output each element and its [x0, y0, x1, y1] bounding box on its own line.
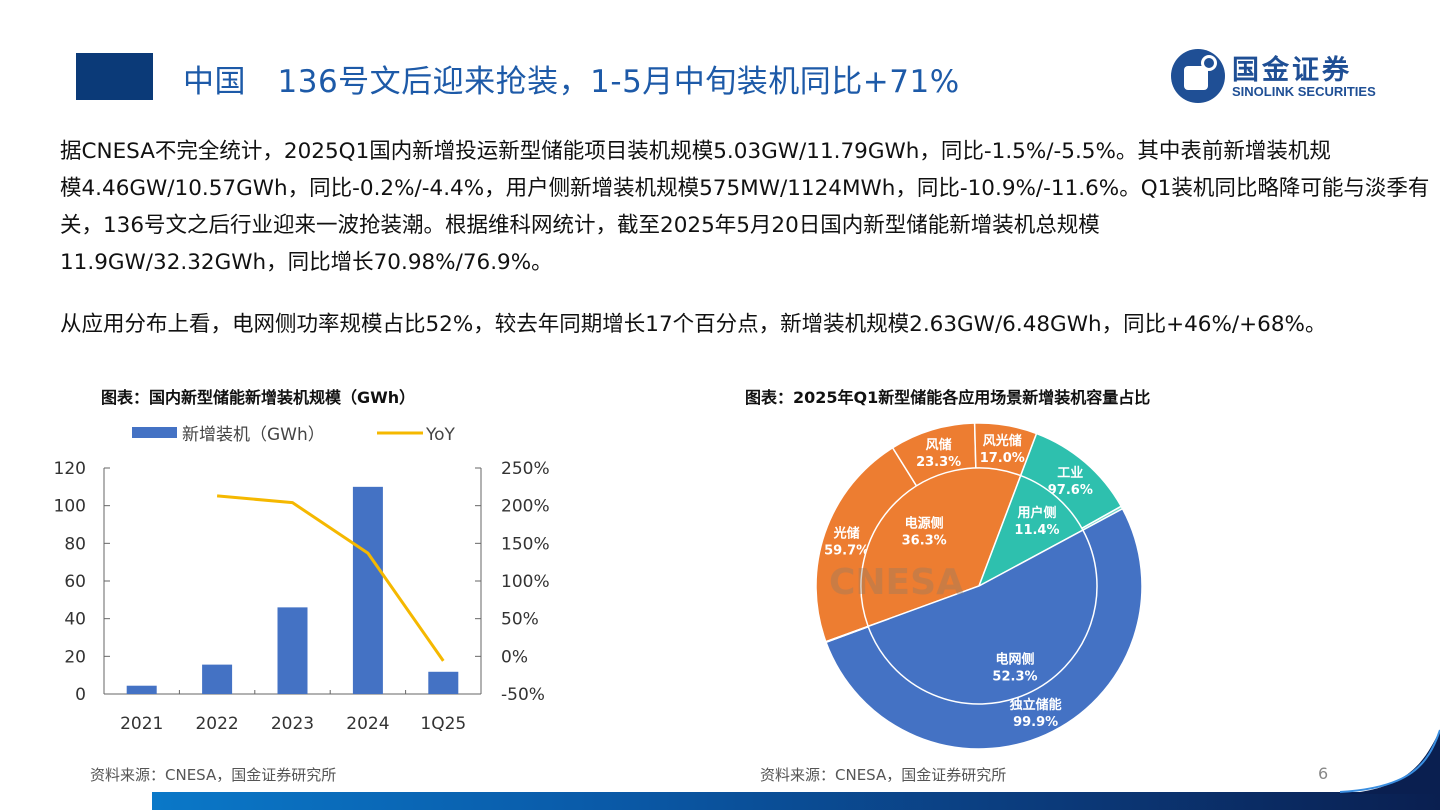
left-tick-label: 100 [54, 497, 86, 517]
legend-bar-label: 新增装机（GWh） [182, 425, 325, 445]
bar-chart: 新增装机（GWh） YoY 0 20 40 60 80 100 120 -50% 0% 50% 100%… [54, 425, 550, 734]
outer-slice-value: 97.6% [1048, 483, 1093, 498]
source-note-left: 资料来源：CNESA，国金证券研究所 [90, 766, 337, 784]
bar [352, 486, 383, 694]
yoy-line [216, 494, 445, 662]
inner-slice-name: 电源侧 [905, 516, 944, 532]
inner-slice-value: 11.4% [1014, 523, 1059, 538]
outer-slice-value: 17.0% [980, 451, 1025, 466]
paragraph-line: 关，136号文之后行业迎来一波抢装潮。根据维科网统计，截至2025年5月20日国… [60, 213, 1100, 238]
paragraph-line: 据CNESA不完全统计，2025Q1国内新增投运新型储能项目装机规模5.03GW… [60, 139, 1331, 164]
legend-line-label: YoY [425, 425, 456, 445]
bar-chart-title: 图表：国内新型储能新增装机规模（GWh） [101, 388, 416, 407]
right-tick-label: 100% [501, 572, 550, 592]
right-tick-label: 0% [501, 647, 528, 667]
sinolink-logo: 国金证券 SINOLINK SECURITIES [1170, 46, 1410, 106]
pie-chart-title: 图表：2025年Q1新型储能各应用场景新增装机容量占比 [745, 388, 1151, 407]
outer-slice-value: 23.3% [916, 455, 961, 470]
left-tick-label: 60 [64, 572, 86, 592]
x-tick-label: 1Q25 [420, 714, 466, 734]
page-number: 6 [1318, 764, 1329, 783]
source-note-right: 资料来源：CNESA，国金证券研究所 [760, 766, 1007, 784]
legend-bar-swatch [132, 427, 177, 438]
pie-chart: 光储 59.7% 风储 23.3% 风光储 17.0% 工业 97.6% 独立储能 99.9% CN… [815, 422, 1143, 750]
inner-slice [860, 467, 1022, 628]
inner-slice-name: 用户侧 [1016, 505, 1056, 521]
right-tick-label: 150% [501, 534, 550, 554]
outer-slice-value: 99.9% [1013, 715, 1058, 730]
right-tick-label: -50% [501, 685, 545, 705]
x-tick-label: 2021 [120, 714, 163, 734]
right-tick-label: 250% [501, 459, 550, 479]
outer-slice-name: 风储 [926, 437, 952, 453]
outer-slice-value: 59.7% [824, 543, 869, 558]
inner-slice-value: 36.3% [902, 534, 947, 549]
left-tick-label: 20 [64, 647, 86, 667]
bar [202, 664, 233, 694]
corner-decoration [1340, 729, 1440, 794]
inner-slice-name: 电网侧 [995, 651, 1034, 667]
outer-slice-name: 独立储能 [1010, 697, 1062, 713]
left-tick-label: 80 [64, 534, 86, 554]
logo-text-cn: 国金证券 [1232, 55, 1352, 86]
x-tick-label: 2023 [271, 714, 314, 734]
logo-mark-icon [1171, 49, 1225, 103]
left-tick-label: 0 [75, 685, 86, 705]
outer-slice-name: 工业 [1057, 465, 1083, 481]
x-tick-label: 2024 [346, 714, 389, 734]
bar [277, 607, 308, 694]
title-accent-block [76, 53, 153, 100]
outer-slice-name: 风光储 [983, 433, 1022, 449]
logo-text-en: SINOLINK SECURITIES [1232, 84, 1376, 99]
left-tick-label: 120 [54, 459, 86, 479]
footer-bar [152, 792, 1440, 810]
outer-slice-name: 光储 [833, 525, 860, 541]
x-tick-label: 2022 [195, 714, 238, 734]
inner-slice [977, 474, 1084, 588]
paragraph-1: 据CNESA不完全统计，2025Q1国内新增投运新型储能项目装机规模5.03GW… [60, 133, 1429, 281]
cnesa-watermark: CNESA [829, 562, 964, 603]
inner-slice [867, 529, 1098, 705]
bar [428, 671, 459, 694]
paragraph-line: 11.9GW/32.32GWh，同比增长70.98%/76.9%。 [60, 250, 553, 275]
paragraph-line: 模4.46GW/10.57GWh，同比-0.2%/-4.4%，用户侧新增装机规模… [60, 176, 1430, 201]
right-tick-label: 200% [501, 497, 550, 517]
bar [126, 685, 157, 694]
right-tick-label: 50% [501, 610, 539, 630]
page-title: 中国 136号文后迎来抢装，1-5月中旬装机同比+71% [183, 64, 960, 100]
inner-slice-value: 52.3% [992, 669, 1037, 684]
paragraph-2: 从应用分布上看，电网侧功率规模占比52%，较去年同期增长17个百分点，新增装机规… [60, 312, 1327, 337]
left-tick-label: 40 [64, 610, 86, 630]
